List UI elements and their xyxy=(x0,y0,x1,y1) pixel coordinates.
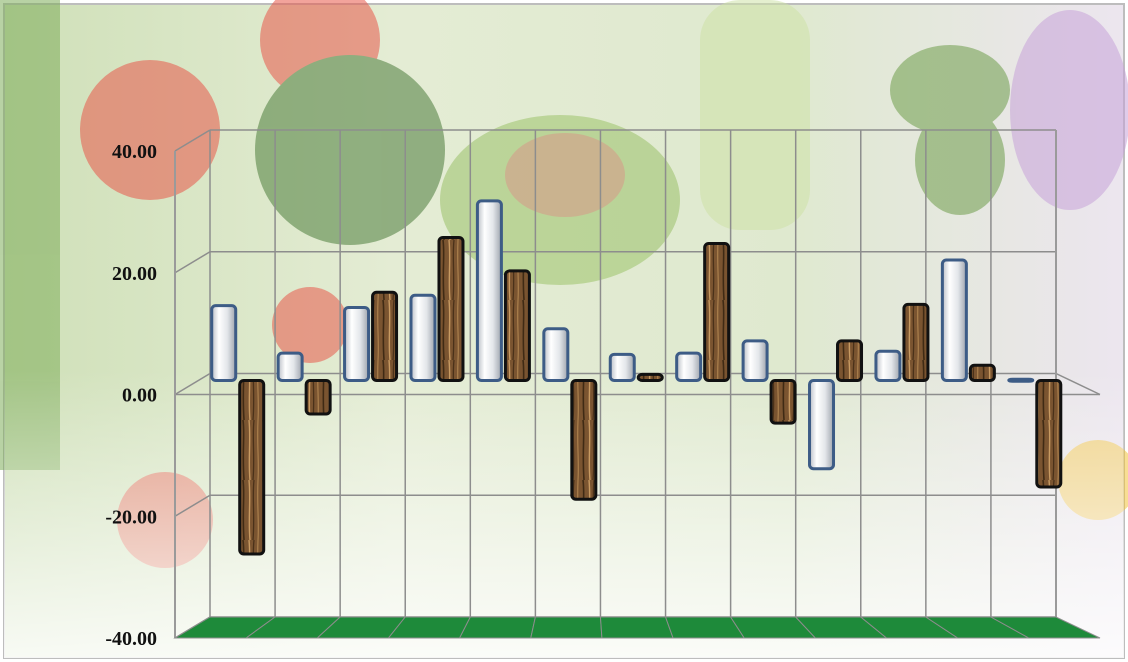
bar-series-1 xyxy=(1007,377,1035,383)
floor-segment xyxy=(530,616,603,639)
bar-series-1 xyxy=(210,304,238,382)
bar-series-2 xyxy=(636,372,664,383)
bar-series-2 xyxy=(836,339,864,382)
gridline-side xyxy=(174,372,211,396)
gridline-side xyxy=(1055,372,1101,396)
y-tick-label: 40.00 xyxy=(112,141,157,163)
floor-segment xyxy=(988,616,1101,639)
bar-series-2 xyxy=(371,290,399,383)
bar-series-2 xyxy=(503,269,531,382)
floor-segment xyxy=(458,616,537,639)
bars xyxy=(210,199,1063,556)
floor xyxy=(173,616,1101,639)
bar-series-1 xyxy=(874,349,902,382)
bar-series-1 xyxy=(475,199,503,382)
y-tick-label: -40.00 xyxy=(105,628,157,650)
bar-series-2 xyxy=(238,379,266,556)
bar-series-2 xyxy=(968,363,996,382)
bar-series-2 xyxy=(703,242,731,382)
floor-segment xyxy=(599,616,674,639)
gridline-side xyxy=(174,251,211,274)
bar-series-2 xyxy=(1035,379,1063,489)
gridline-side xyxy=(174,129,211,152)
bar-series-1 xyxy=(409,293,437,382)
gridline-side xyxy=(174,494,211,517)
bar-series-2 xyxy=(437,235,465,382)
y-tick-label: 0.00 xyxy=(122,385,157,407)
bar-series-2 xyxy=(769,379,797,425)
bar-series-1 xyxy=(675,351,703,383)
y-axis: 40.00 20.00 0.00 -20.00 -40.00 xyxy=(105,141,157,650)
bar-series-2 xyxy=(902,302,930,382)
bar-series-1 xyxy=(608,352,636,383)
bar-series-1 xyxy=(741,339,769,382)
y-tick-label: 20.00 xyxy=(112,263,157,285)
y-tick-label: -20.00 xyxy=(105,506,157,528)
bar-series-2 xyxy=(570,379,598,501)
bar-series-1 xyxy=(940,258,968,382)
bar-series-1 xyxy=(808,379,836,471)
bar-series-2 xyxy=(304,379,332,416)
background-fade xyxy=(4,370,1124,658)
bar-series-1 xyxy=(276,351,304,383)
bar-series-1 xyxy=(343,305,371,383)
bar-series-1 xyxy=(542,327,570,383)
